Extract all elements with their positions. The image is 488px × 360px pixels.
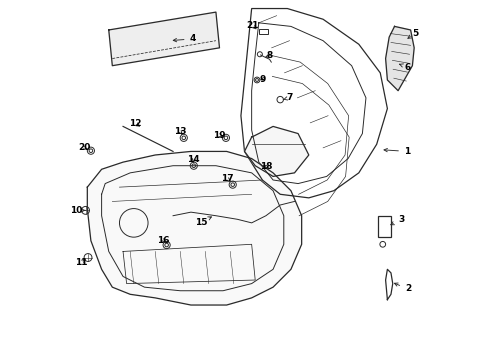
Text: 17: 17 <box>221 175 233 184</box>
Text: 2: 2 <box>394 283 410 293</box>
Text: 7: 7 <box>283 93 292 102</box>
Polygon shape <box>108 12 219 66</box>
Text: 11: 11 <box>75 258 87 267</box>
Text: 19: 19 <box>213 131 225 140</box>
Text: 16: 16 <box>157 235 169 244</box>
Bar <box>258 29 267 34</box>
Polygon shape <box>244 126 308 176</box>
Polygon shape <box>87 152 301 305</box>
Text: 21: 21 <box>245 21 258 30</box>
Text: 13: 13 <box>174 127 186 136</box>
Text: 12: 12 <box>129 119 142 128</box>
Text: 9: 9 <box>259 75 265 84</box>
Polygon shape <box>385 26 413 91</box>
Text: 18: 18 <box>260 162 272 171</box>
Text: 3: 3 <box>390 215 404 225</box>
Text: 8: 8 <box>265 51 272 60</box>
Text: 14: 14 <box>187 155 200 164</box>
Text: 15: 15 <box>194 217 211 227</box>
Text: 5: 5 <box>407 29 418 39</box>
Text: 4: 4 <box>173 35 196 44</box>
Text: 10: 10 <box>70 206 85 215</box>
Text: 6: 6 <box>399 63 410 72</box>
Text: 1: 1 <box>383 147 409 156</box>
Text: 20: 20 <box>78 143 90 152</box>
Bar <box>378 216 390 237</box>
